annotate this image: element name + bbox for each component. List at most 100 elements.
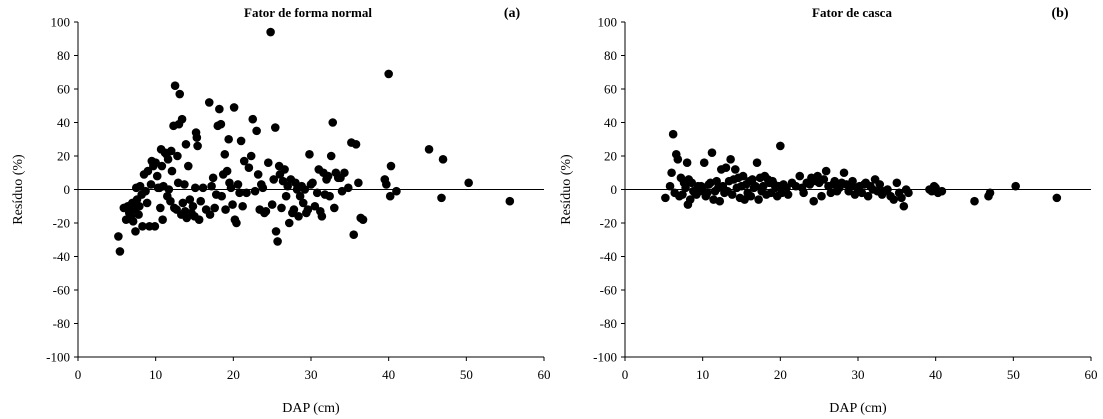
data-point <box>250 186 260 196</box>
data-point <box>158 215 167 224</box>
data-point <box>295 191 305 201</box>
y-tick-label: -40 <box>53 249 70 264</box>
data-point <box>244 163 254 173</box>
data-point <box>809 196 819 206</box>
data-point <box>464 178 473 188</box>
x-tick-labels: 0 10 20 30 40 50 60 <box>75 357 551 382</box>
data-point <box>208 173 218 183</box>
y-tick-label: 80 <box>604 48 617 63</box>
y-tick-label: 20 <box>57 149 70 164</box>
data-point <box>269 175 279 184</box>
data-point <box>143 166 153 176</box>
data-point <box>303 205 313 214</box>
data-point <box>135 181 145 191</box>
data-point <box>261 206 271 216</box>
data-point <box>156 203 165 213</box>
data-point <box>386 161 396 171</box>
data-point <box>328 118 338 127</box>
y-axis-label: Resíduo (%) <box>559 154 574 225</box>
data-point <box>246 151 256 161</box>
data-point <box>198 183 208 193</box>
x-axis-label: DAP (cm) <box>829 401 887 416</box>
data-point <box>180 180 189 189</box>
data-points <box>114 27 515 256</box>
panel-a: 100 80 60 40 20 0 -20 -40 -60 -80 -100 0 10 20 30 40 50… <box>11 5 551 416</box>
data-point <box>830 176 839 186</box>
y-tick-label: 100 <box>598 15 618 30</box>
data-point <box>673 155 683 164</box>
data-point <box>146 180 156 189</box>
data-point <box>382 180 391 189</box>
data-point <box>351 139 361 149</box>
x-axis-label: DAP (cm) <box>282 401 340 416</box>
data-point <box>167 166 177 176</box>
data-point <box>193 141 202 151</box>
data-point <box>271 227 281 236</box>
data-point <box>839 168 849 178</box>
x-tick-label: 50 <box>1007 367 1020 382</box>
data-point <box>727 190 737 199</box>
data-point <box>326 151 336 161</box>
data-point <box>340 168 349 178</box>
data-point <box>726 155 735 164</box>
y-tick-label: -80 <box>53 316 70 331</box>
data-point <box>150 222 160 231</box>
data-point <box>283 181 293 191</box>
data-point <box>721 163 731 173</box>
data-point <box>222 166 232 176</box>
data-point <box>135 201 144 211</box>
data-point <box>215 104 224 114</box>
x-tick-label: 40 <box>382 367 395 382</box>
data-point <box>248 114 258 124</box>
data-point <box>235 188 244 198</box>
data-point <box>707 148 717 157</box>
data-point <box>239 156 249 166</box>
data-point <box>289 205 299 214</box>
data-point <box>142 198 152 208</box>
data-point <box>114 232 123 241</box>
data-point <box>300 185 310 194</box>
data-point <box>682 158 692 167</box>
panel-label: (b) <box>1051 6 1068 21</box>
data-point <box>284 218 294 228</box>
data-point <box>131 227 140 236</box>
data-point <box>349 230 359 240</box>
data-point <box>782 183 791 193</box>
data-point <box>242 188 251 198</box>
data-point <box>305 150 314 159</box>
x-tick-label: 60 <box>1085 367 1098 382</box>
data-point <box>819 175 829 184</box>
y-tick-labels: 100 80 60 40 20 0 -20 -40 -60 -80 -100 <box>46 15 78 365</box>
y-tick-label: -20 <box>600 216 617 231</box>
data-point <box>712 176 721 186</box>
data-point <box>730 165 740 174</box>
y-tick-label: -100 <box>593 350 617 365</box>
data-point <box>661 193 670 203</box>
x-tick-label: 30 <box>305 367 318 382</box>
data-point <box>170 81 180 90</box>
data-point <box>207 181 216 191</box>
y-tick-label: -80 <box>600 316 617 331</box>
data-point <box>748 175 757 184</box>
data-point <box>665 181 675 191</box>
data-point <box>194 215 204 224</box>
data-point <box>192 133 202 142</box>
y-tick-label: 100 <box>51 15 71 30</box>
data-point <box>505 196 515 206</box>
data-point <box>392 186 401 196</box>
data-point <box>181 139 191 149</box>
data-point <box>746 191 756 201</box>
data-point <box>330 203 339 213</box>
y-tick-label: 0 <box>64 182 71 197</box>
x-tick-label: 50 <box>460 367 473 382</box>
data-point <box>384 69 393 79</box>
data-point <box>188 201 198 211</box>
data-point <box>229 103 239 112</box>
chart-title: Fator de casca <box>812 5 892 20</box>
y-tick-label: -100 <box>46 350 70 365</box>
data-point <box>128 217 138 226</box>
data-point <box>166 146 176 156</box>
data-point <box>166 196 175 206</box>
data-point <box>312 188 322 198</box>
